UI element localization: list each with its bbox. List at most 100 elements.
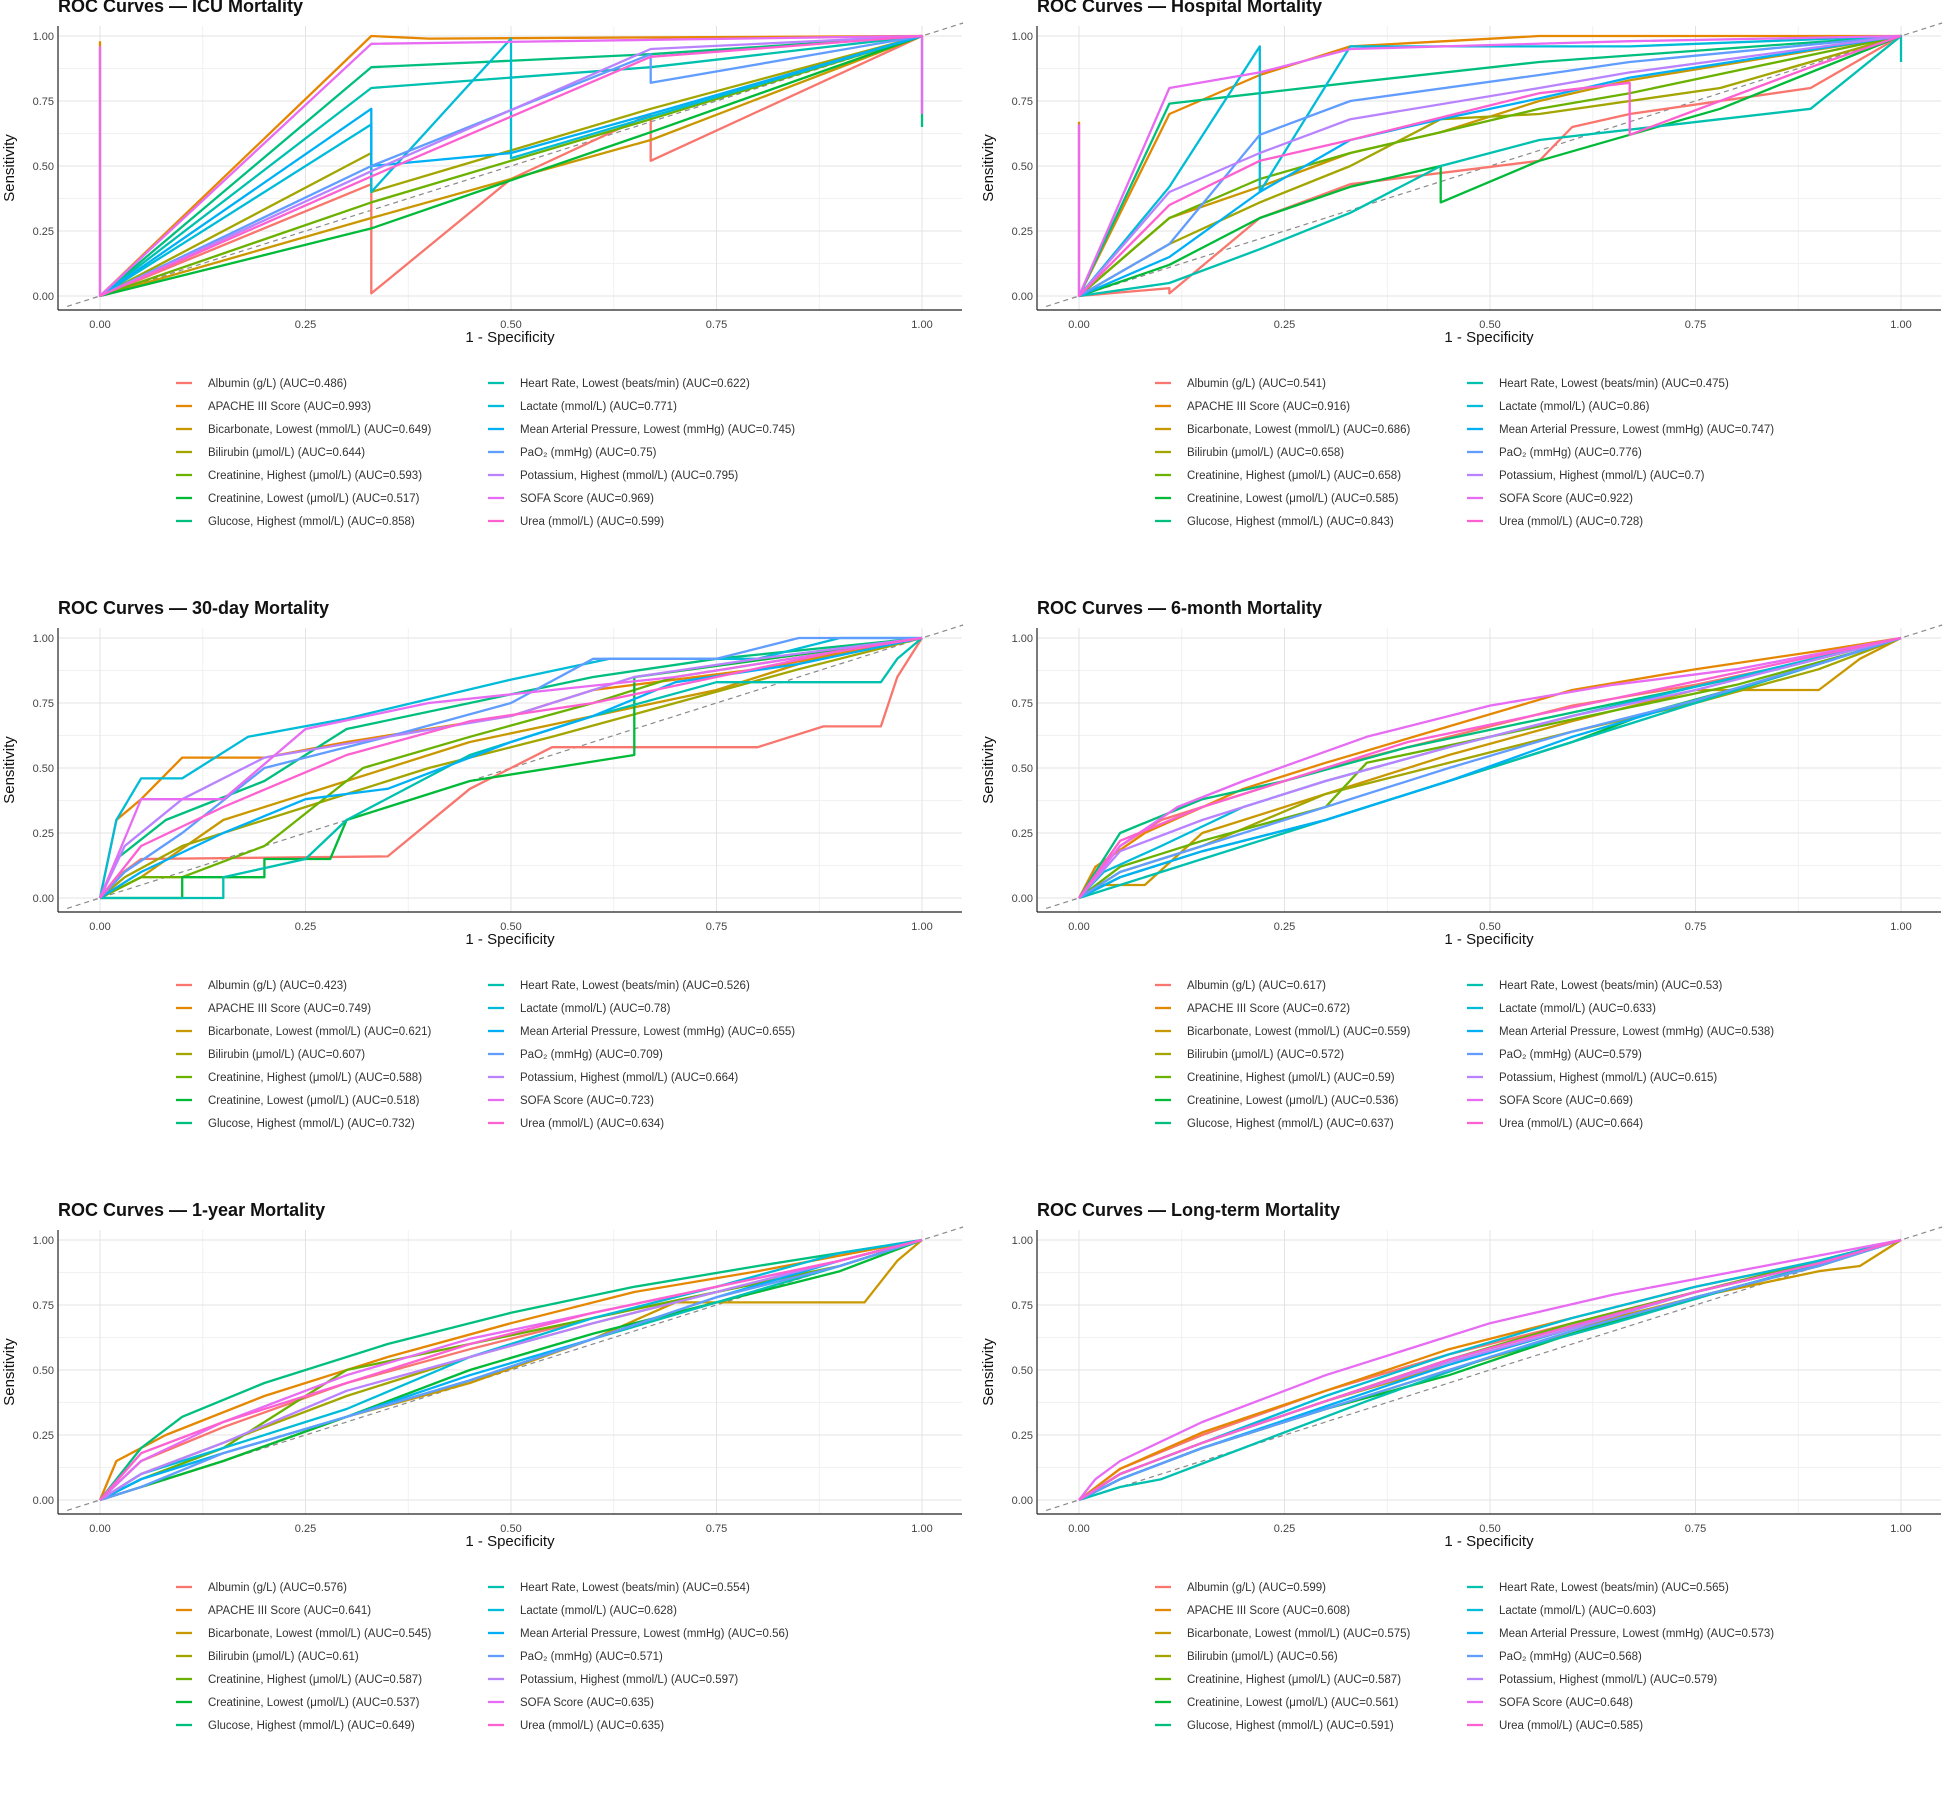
roc-curve-glucose-highest-mmol-l (99, 1238, 923, 1501)
roc-curve-potassium-highest-mmol-l (99, 34, 923, 298)
series-group (1077, 34, 1903, 298)
roc-curve-sofa-score (1078, 1238, 1902, 1501)
legend-item: Creatinine, Highest (μmol/L) (AUC=0.593) (176, 470, 422, 482)
y-tick-label: 0.00 (1012, 1495, 1033, 1507)
legend-item: APACHE III Score (AUC=0.608) (1155, 1605, 1350, 1617)
legend-item: Bilirubin (μmol/L) (AUC=0.644) (176, 447, 365, 459)
legend-item: Bicarbonate, Lowest (mmol/L) (AUC=0.559) (1155, 1026, 1411, 1038)
roc-curve-apache-iii-score (98, 1238, 923, 1501)
legend-item: Bilirubin (μmol/L) (AUC=0.61) (176, 1651, 359, 1663)
legend-item: Lactate (mmol/L) (AUC=0.771) (488, 401, 677, 413)
x-axis-label: 1 - Specificity (465, 931, 555, 948)
roc-curve-bilirubin-mol-l (99, 636, 923, 899)
legend-item: Creatinine, Lowest (μmol/L) (AUC=0.561) (1155, 1697, 1399, 1709)
legend-item: Lactate (mmol/L) (AUC=0.603) (1467, 1605, 1656, 1617)
roc-curve-pao-mmhg (1078, 34, 1902, 297)
y-tick-label: 0.50 (33, 1365, 54, 1377)
y-tick-label: 0.00 (1012, 291, 1033, 303)
legend-label: Creatinine, Highest (μmol/L) (AUC=0.587) (1187, 1674, 1401, 1686)
roc-chart-6-month-mortality: ROC Curves — 6-month Mortality 0.00 0.25 0.… (980, 598, 1943, 1130)
legend-label: Creatinine, Lowest (μmol/L) (AUC=0.517) (208, 493, 420, 505)
legend-item: APACHE III Score (AUC=0.993) (176, 401, 371, 413)
roc-curve-heart-rate-lowest-beats-min (1078, 34, 1903, 298)
y-tick-label: 0.75 (33, 698, 54, 710)
legend-item: PaO₂ (mmHg) (AUC=0.579) (1467, 1049, 1642, 1061)
legend-label: Potassium, Highest (mmol/L) (AUC=0.664) (520, 1072, 738, 1084)
legend-label: Bicarbonate, Lowest (mmol/L) (AUC=0.649) (208, 424, 432, 436)
y-tick-label: 0.50 (1012, 161, 1033, 173)
legend-item: Heart Rate, Lowest (beats/min) (AUC=0.62… (488, 378, 750, 390)
legend-item: Bilirubin (μmol/L) (AUC=0.56) (1155, 1651, 1338, 1663)
chart-title: ROC Curves — 6-month Mortality (1037, 598, 1322, 618)
legend: Albumin (g/L) (AUC=0.599) APACHE III Scor… (1155, 1582, 1774, 1732)
y-tick-label: 1.00 (1012, 1235, 1033, 1247)
roc-curve-pao-mmhg (99, 34, 923, 298)
legend-label: Urea (mmol/L) (AUC=0.585) (1499, 1720, 1643, 1732)
legend-label: Potassium, Highest (mmol/L) (AUC=0.795) (520, 470, 738, 482)
x-axis-label: 1 - Specificity (1444, 1533, 1534, 1550)
legend-label: SOFA Score (AUC=0.969) (520, 493, 654, 505)
chart-panel-6-month-mortality: ROC Curves — 6-month Mortality 0.00 0.25 0.… (979, 598, 1958, 1204)
y-tick-label: 0.50 (33, 161, 54, 173)
chart-title: ROC Curves — 30-day Mortality (58, 598, 329, 618)
legend-label: Lactate (mmol/L) (AUC=0.628) (520, 1605, 677, 1617)
y-tick-label: 0.75 (33, 1300, 54, 1312)
roc-curve-creatinine-highest-mol-l (1078, 34, 1902, 297)
roc-curve-sofa-score (98, 34, 924, 298)
legend-item: Mean Arterial Pressure, Lowest (mmHg) (A… (488, 1628, 789, 1640)
x-tick-label: 0.25 (1274, 319, 1295, 331)
legend-item: PaO₂ (mmHg) (AUC=0.709) (488, 1049, 663, 1061)
legend-label: Bicarbonate, Lowest (mmol/L) (AUC=0.575) (1187, 1628, 1411, 1640)
legend-label: Bicarbonate, Lowest (mmol/L) (AUC=0.686) (1187, 424, 1411, 436)
legend-label: Bilirubin (μmol/L) (AUC=0.607) (208, 1049, 365, 1061)
legend-item: Mean Arterial Pressure, Lowest (mmHg) (A… (1467, 424, 1774, 436)
roc-curve-pao-mmhg (99, 636, 922, 899)
legend-label: Mean Arterial Pressure, Lowest (mmHg) (A… (520, 1628, 789, 1640)
legend-label: Albumin (g/L) (AUC=0.541) (1187, 378, 1326, 390)
y-tick-label: 0.00 (33, 893, 54, 905)
legend-item: Potassium, Highest (mmol/L) (AUC=0.579) (1467, 1674, 1717, 1686)
y-axis-label: Sensitivity (1, 1338, 18, 1406)
roc-curve-potassium-highest-mmol-l (98, 636, 923, 899)
legend-label: Lactate (mmol/L) (AUC=0.86) (1499, 401, 1650, 413)
chart-title: ROC Curves — ICU Mortality (58, 0, 303, 16)
legend-item: Bicarbonate, Lowest (mmol/L) (AUC=0.575) (1155, 1628, 1411, 1640)
roc-curve-sofa-score (98, 636, 923, 899)
legend-label: APACHE III Score (AUC=0.993) (208, 401, 371, 413)
y-tick-label: 0.50 (1012, 763, 1033, 775)
legend: Albumin (g/L) (AUC=0.576) APACHE III Scor… (176, 1582, 789, 1732)
legend-label: APACHE III Score (AUC=0.641) (208, 1605, 371, 1617)
legend-item: Albumin (g/L) (AUC=0.541) (1155, 378, 1326, 390)
legend-label: Creatinine, Highest (μmol/L) (AUC=0.588) (208, 1072, 422, 1084)
legend-label: Creatinine, Lowest (μmol/L) (AUC=0.561) (1187, 1697, 1399, 1709)
roc-curve-creatinine-lowest-mol-l (100, 636, 923, 900)
chart-title: ROC Curves — Long-term Mortality (1037, 1200, 1340, 1220)
roc-curve-pao-mmhg (1078, 1238, 1902, 1502)
legend-label: Creatinine, Highest (μmol/L) (AUC=0.658) (1187, 470, 1401, 482)
y-tick-label: 0.25 (1012, 226, 1033, 238)
legend-item: Urea (mmol/L) (AUC=0.634) (488, 1118, 664, 1130)
legend-label: Glucose, Highest (mmol/L) (AUC=0.843) (1187, 516, 1394, 528)
legend-label: Heart Rate, Lowest (beats/min) (AUC=0.47… (1499, 378, 1729, 390)
roc-curve-creatinine-highest-mol-l (1078, 636, 1902, 899)
legend-label: Creatinine, Lowest (μmol/L) (AUC=0.585) (1187, 493, 1399, 505)
y-tick-label: 0.25 (33, 1430, 54, 1442)
legend-label: Heart Rate, Lowest (beats/min) (AUC=0.53… (1499, 980, 1723, 992)
series-group (1077, 636, 1902, 900)
legend-label: Lactate (mmol/L) (AUC=0.771) (520, 401, 677, 413)
x-tick-label: 0.75 (1685, 1523, 1706, 1535)
x-tick-label: 0.50 (500, 921, 521, 933)
roc-curve-mean-arterial-pressure-lowest-mmhg (99, 1238, 923, 1502)
legend-item: Urea (mmol/L) (AUC=0.635) (488, 1720, 664, 1732)
reference-diagonal-line (1045, 1226, 1943, 1511)
legend-label: Albumin (g/L) (AUC=0.576) (208, 1582, 347, 1594)
legend-item: APACHE III Score (AUC=0.916) (1155, 401, 1350, 413)
legend-label: Heart Rate, Lowest (beats/min) (AUC=0.62… (520, 378, 750, 390)
x-tick-label: 1.00 (911, 921, 932, 933)
roc-curve-bicarbonate-lowest-mmol-l (1078, 636, 1902, 900)
legend-label: Bilirubin (μmol/L) (AUC=0.572) (1187, 1049, 1344, 1061)
legend-label: Lactate (mmol/L) (AUC=0.633) (1499, 1003, 1656, 1015)
legend-item: Potassium, Highest (mmol/L) (AUC=0.597) (488, 1674, 738, 1686)
x-tick-label: 1.00 (911, 1523, 932, 1535)
x-tick-label: 0.25 (295, 1523, 316, 1535)
